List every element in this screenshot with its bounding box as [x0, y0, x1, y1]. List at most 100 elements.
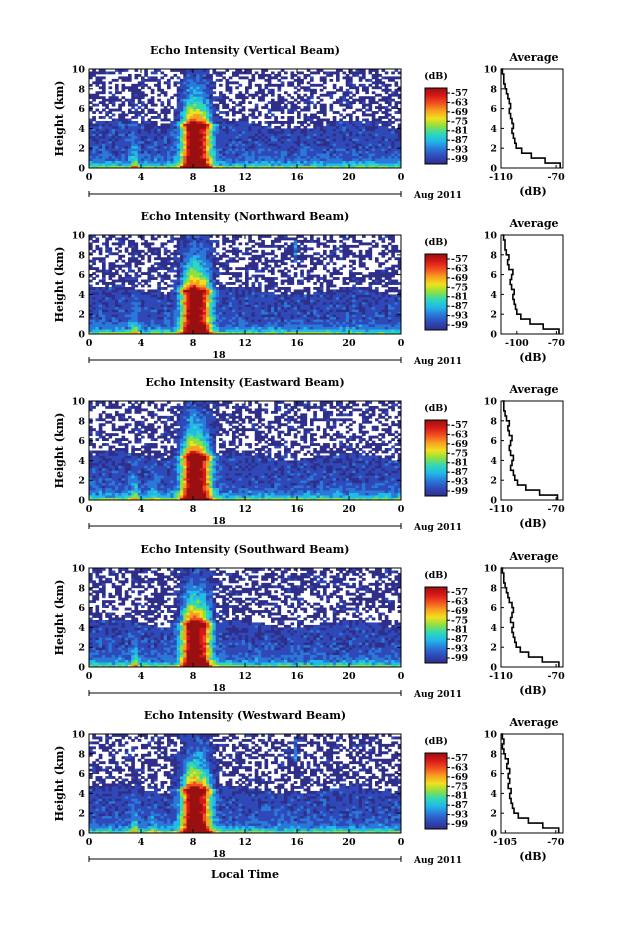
heatmap-cell: [154, 301, 158, 305]
heatmap-cell: [193, 120, 197, 124]
heatmap-cell: [115, 108, 119, 112]
heatmap-cell: [137, 319, 142, 323]
heatmap-cell: [215, 301, 220, 305]
heatmap-cell: [186, 155, 191, 159]
heatmap-cell: [193, 259, 197, 263]
heatmap-cell: [235, 252, 239, 256]
heatmap-cell: [280, 279, 285, 283]
heatmap-cell: [134, 247, 139, 251]
heatmap-cell: [144, 73, 148, 77]
heatmap-cell: [235, 289, 239, 293]
heatmap-cell: [310, 158, 314, 161]
heatmap-cell: [261, 130, 265, 134]
heatmap-cell: [157, 286, 161, 290]
heatmap-cell: [349, 120, 353, 124]
heatmap-cell: [375, 106, 379, 109]
heatmap-cell: [375, 111, 379, 114]
heatmap-cell: [303, 135, 308, 139]
heatmap-cell: [209, 331, 213, 335]
heatmap-cell: [381, 83, 386, 87]
heatmap-cell: [189, 291, 194, 295]
heatmap-cell: [167, 306, 171, 310]
heatmap-cell: [339, 160, 343, 164]
heatmap-cell: [303, 138, 308, 142]
heatmap-cell: [209, 98, 213, 102]
heatmap-cell: [157, 163, 161, 166]
heatmap-cell: [128, 78, 132, 82]
heatmap-cell: [199, 247, 204, 251]
heatmap-cell: [202, 103, 207, 107]
heatmap-cell: [241, 130, 246, 134]
heatmap-cell: [271, 249, 275, 253]
heatmap-cell: [287, 299, 291, 303]
heatmap-cell: [196, 284, 200, 288]
heatmap-cell: [111, 96, 116, 100]
heatmap-cell: [124, 69, 129, 72]
heatmap-cell: [381, 158, 386, 161]
heatmap-cell: [102, 274, 106, 278]
heatmap-cell: [134, 158, 139, 161]
heatmap-cell: [222, 71, 226, 75]
heatmap-cell: [186, 160, 191, 164]
heatmap-cell: [368, 128, 373, 132]
heatmap-cell: [287, 138, 291, 142]
heatmap-cell: [141, 262, 145, 266]
heatmap-cell: [189, 262, 194, 266]
heatmap-cell: [232, 247, 236, 251]
heatmap-cell: [261, 306, 265, 310]
heatmap-cell: [176, 244, 181, 248]
heatmap-cell: [160, 311, 165, 315]
heatmap-cell: [160, 301, 165, 305]
heatmap-cell: [232, 306, 236, 310]
heatmap-cell: [186, 143, 191, 147]
heatmap-cell: [173, 262, 178, 266]
heatmap-cell: [199, 116, 204, 119]
heatmap-cell: [219, 311, 223, 315]
heatmap-cell: [189, 331, 194, 335]
x-tick-label: 0: [398, 172, 405, 183]
heatmap-cell: [384, 133, 389, 137]
heatmap-cell: [150, 291, 155, 295]
heatmap-cell: [92, 289, 96, 293]
heatmap-cell: [323, 158, 327, 161]
heatmap-cell: [375, 150, 379, 154]
heatmap-cell: [108, 135, 113, 139]
heatmap-cell: [183, 73, 187, 77]
heatmap-cell: [196, 267, 200, 271]
heatmap-cell: [248, 155, 252, 159]
heatmap-cell: [154, 138, 158, 142]
heatmap-cell: [115, 311, 119, 315]
heatmap-cell: [183, 289, 187, 293]
heatmap-cell: [189, 86, 194, 90]
heatmap-cell: [150, 133, 155, 137]
heatmap-cell: [95, 120, 100, 124]
heatmap-cell: [173, 133, 178, 137]
heatmap-cell: [287, 244, 291, 248]
heatmap-cell: [362, 148, 366, 152]
heatmap-cell: [173, 148, 178, 152]
heatmap-cell: [173, 289, 178, 293]
heatmap-cell: [118, 244, 122, 248]
average-profile-line: [501, 68, 561, 168]
heatmap-cell: [163, 148, 168, 152]
heatmap-cell: [264, 284, 269, 288]
heatmap-cell: [316, 143, 321, 147]
heatmap-cell: [339, 143, 343, 147]
heatmap-cell: [183, 299, 187, 303]
heatmap-cell: [329, 130, 334, 134]
heatmap-cell: [378, 116, 382, 119]
heatmap-cell: [212, 259, 217, 263]
heatmap-cell: [163, 123, 168, 127]
heatmap-cell: [280, 81, 285, 85]
heatmap-cell: [219, 111, 223, 114]
heatmap-cell: [238, 108, 243, 112]
heatmap-cell: [163, 113, 168, 117]
heatmap-cell: [199, 88, 204, 92]
heatmap-cell: [134, 259, 139, 263]
heatmap-cell: [310, 128, 314, 132]
heatmap-cell: [186, 78, 191, 82]
heatmap-cell: [183, 88, 187, 92]
heatmap-cell: [293, 86, 298, 90]
heatmap-cell: [271, 311, 275, 315]
heatmap-cell: [248, 299, 252, 303]
